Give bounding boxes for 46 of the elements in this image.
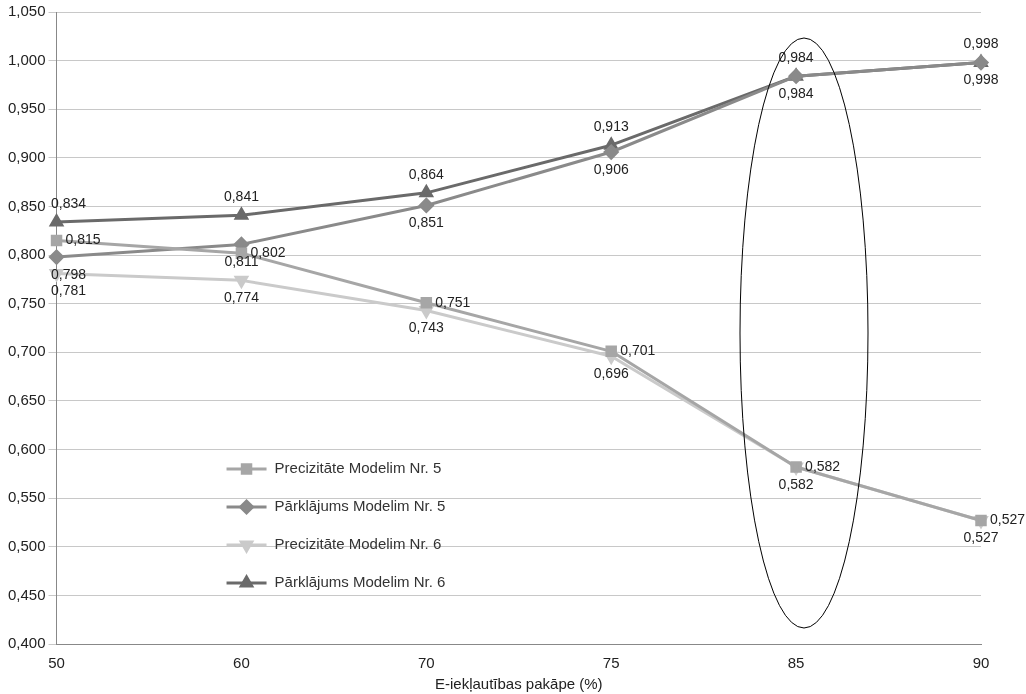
data-label: 0,696 — [593, 365, 629, 382]
data-label: 0,815 — [65, 231, 101, 248]
y-tick-label: 0,700 — [7, 342, 46, 360]
y-tick-label: 0,850 — [7, 196, 46, 214]
x-tick-label: 70 — [417, 654, 435, 672]
y-tick-label: 0,900 — [7, 147, 46, 165]
data-label: 0,906 — [593, 160, 629, 177]
data-label: 0,701 — [620, 342, 656, 359]
y-tick-label: 0,550 — [7, 488, 46, 506]
data-label: 0,913 — [593, 118, 629, 135]
legend-label: Pārklājums Modelim Nr. 6 — [274, 573, 446, 591]
data-label: 0,781 — [51, 282, 87, 299]
y-tick-label: 0,800 — [7, 245, 46, 263]
y-tick-label: 1,000 — [7, 50, 46, 68]
data-label: 0,984 — [778, 85, 814, 102]
data-label: 0,527 — [963, 529, 999, 546]
data-label: 0,834 — [51, 194, 87, 211]
x-tick-label: 75 — [602, 654, 620, 672]
x-tick-label: 50 — [48, 654, 65, 672]
data-label: 0,998 — [963, 35, 999, 52]
data-label: 0,751 — [435, 293, 471, 310]
data-label: 0,582 — [778, 475, 814, 492]
y-tick-label: 0,450 — [7, 585, 46, 603]
legend-label: Precizitāte Modelim Nr. 6 — [274, 535, 442, 553]
data-label: 0,864 — [408, 165, 445, 182]
data-label: 0,998 — [963, 71, 999, 88]
x-tick-label: 60 — [233, 654, 250, 672]
legend-label: Pārklājums Modelim Nr. 5 — [274, 497, 446, 515]
y-tick-label: 0,500 — [7, 536, 46, 554]
data-label: 0,743 — [408, 319, 445, 336]
data-label: 0,774 — [223, 289, 260, 306]
legend-label: Precizitāte Modelim Nr. 5 — [274, 459, 442, 477]
y-tick-label: 0,650 — [7, 391, 46, 409]
data-label: 0,527 — [990, 511, 1026, 528]
y-tick-label: 0,750 — [7, 293, 46, 311]
y-tick-label: 1,050 — [7, 2, 46, 20]
data-label: 0,798 — [51, 265, 87, 282]
data-label: 0,841 — [223, 188, 260, 205]
x-axis-title: E-iekļautības pakāpe (%) — [434, 675, 603, 693]
data-label: 0,851 — [408, 214, 445, 231]
y-tick-label: 0,400 — [7, 634, 46, 652]
x-tick-label: 85 — [787, 654, 805, 672]
data-label: 0,582 — [805, 457, 841, 474]
y-tick-label: 0,600 — [7, 439, 46, 457]
y-tick-label: 0,950 — [7, 99, 46, 117]
x-tick-label: 90 — [972, 654, 990, 672]
